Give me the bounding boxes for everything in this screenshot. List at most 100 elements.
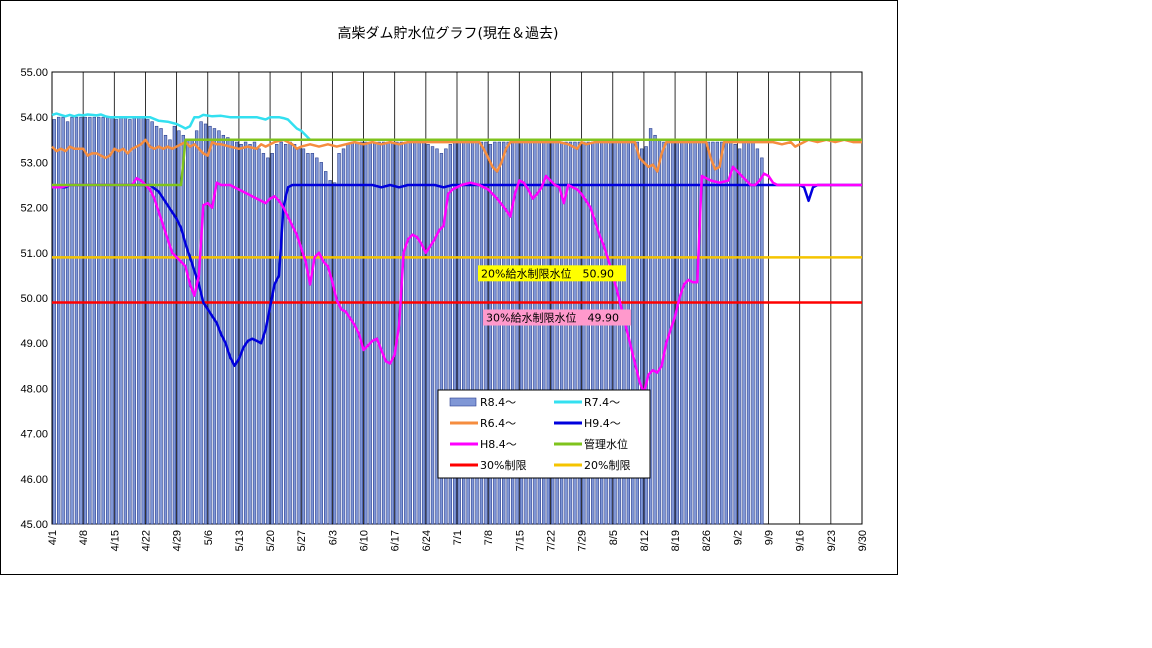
bar-r8 [577, 141, 582, 525]
bar-r8 [377, 141, 381, 525]
bar-r8 [715, 141, 720, 525]
x-tick-label: 6/24 [421, 530, 433, 551]
bar-r8 [56, 116, 61, 525]
bar-r8 [653, 134, 657, 525]
bar-r8 [328, 180, 332, 525]
bar-r8 [711, 141, 715, 525]
bar-r8 [488, 144, 493, 525]
bar-r8 [119, 116, 123, 525]
series-r64-line [51, 138, 862, 173]
bar-r8 [755, 148, 760, 525]
bar-r8 [413, 141, 417, 525]
bar-r8 [79, 116, 83, 525]
reference-label-bg [478, 265, 626, 282]
bar-r8 [733, 144, 737, 525]
x-tick-label: 5/20 [265, 530, 277, 551]
legend-swatch [449, 397, 477, 407]
bar-r8 [564, 141, 568, 525]
bar-r8 [341, 148, 346, 525]
bar-r8 [186, 139, 190, 525]
bar-r8 [742, 141, 746, 525]
bar-r8 [350, 141, 355, 525]
bar-r8 [648, 128, 653, 525]
bar-r8 [439, 153, 444, 525]
bar-r8 [203, 123, 208, 525]
bar-r8 [586, 141, 590, 525]
bar-r8 [337, 153, 341, 525]
bar-r8 [279, 141, 283, 525]
bar-r8 [146, 119, 150, 525]
bar-r8 [746, 141, 751, 525]
bar-r8 [243, 141, 248, 525]
x-tick-label: 7/8 [483, 530, 495, 545]
bar-r8 [105, 116, 110, 525]
bar-r8 [172, 125, 177, 525]
x-tick-label: 7/29 [577, 530, 589, 551]
label-20pct-limit: 20%給水制限水位 50.90 [481, 266, 614, 280]
bar-r8 [141, 116, 145, 525]
legend-label: H9.4～ [584, 417, 621, 430]
x-tick-label: 7/22 [545, 530, 557, 551]
bar-r8 [675, 141, 679, 525]
y-tick-label: 55.00 [20, 67, 48, 79]
bar-r8 [208, 125, 212, 525]
bar-r8 [448, 144, 453, 525]
bar-r8 [408, 141, 412, 525]
series--line [52, 138, 862, 187]
plot-area: 20%給水制限水位 50.90 30%給水制限水位 49.90 45.00 46.00… [20, 67, 869, 551]
bar-r8 [248, 144, 252, 525]
bar-r8 [101, 116, 105, 525]
bar-r8 [332, 182, 337, 525]
bar-r8 [760, 157, 764, 525]
y-tick-label: 50.00 [20, 293, 48, 305]
bar-r8 [386, 141, 390, 525]
x-tick-label: 5/6 [203, 530, 215, 545]
bar-r8 [688, 141, 693, 525]
y-tick-label: 49.00 [20, 338, 48, 350]
bar-r8 [444, 148, 448, 525]
bar-r8 [484, 141, 488, 525]
x-tick-label: 4/22 [140, 530, 152, 551]
bar-r8 [275, 144, 279, 525]
bar-r8 [729, 141, 733, 525]
bar-r8 [568, 141, 573, 525]
bar-r8 [163, 134, 168, 525]
legend-label: 20%制限 [584, 459, 630, 472]
x-tick-label: 9/9 [764, 530, 776, 545]
bar-r8 [154, 125, 159, 525]
bar-r8 [266, 157, 270, 525]
bar-r8 [751, 141, 755, 525]
y-tick-label: 48.00 [20, 383, 48, 395]
bar-r8 [640, 148, 644, 525]
bar-r8 [390, 141, 395, 525]
bar-r8 [310, 153, 315, 525]
x-tick-label: 8/26 [701, 530, 713, 551]
bar-r8 [680, 141, 684, 525]
bar-r8 [123, 116, 128, 525]
bar-r8 [381, 141, 386, 525]
bar-r8 [693, 141, 697, 525]
legend-label: 管理水位 [584, 437, 628, 451]
bar-r8 [644, 146, 648, 525]
y-tick-label: 45.00 [20, 519, 48, 531]
bar-r8 [235, 141, 239, 525]
y-tick-label: 51.00 [20, 248, 48, 260]
bar-r8 [301, 148, 306, 525]
bar-r8 [159, 128, 163, 525]
bar-r8 [671, 141, 675, 525]
x-tick-label: 8/12 [639, 530, 651, 551]
x-tick-label: 9/30 [857, 530, 869, 551]
bar-r8 [226, 137, 230, 525]
x-tick-label: 5/13 [234, 530, 246, 551]
bar-r8 [404, 141, 408, 525]
chart-title: 高柴ダム貯水位グラフ(現在＆過去) [338, 25, 559, 42]
y-tick-label: 52.00 [20, 203, 48, 215]
bar-r8 [368, 141, 372, 525]
y-tick-label: 46.00 [20, 474, 48, 486]
bar-r8 [324, 171, 328, 525]
bar-r8 [181, 134, 185, 525]
x-tick-label: 9/2 [732, 530, 744, 545]
bar-r8 [52, 119, 56, 525]
legend: R8.4～ R7.4～ R6.4～ H9.4～ H8.4～ 管理水位 30%制限 20%制限 [437, 389, 651, 479]
